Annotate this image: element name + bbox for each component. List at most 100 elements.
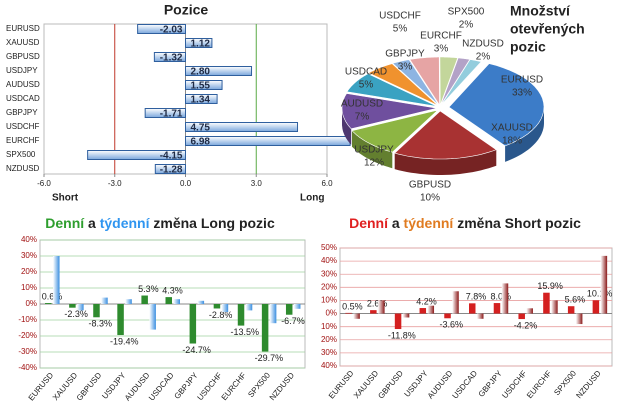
pie-slice: [392, 59, 440, 106]
y-tick-label: NZDUSD: [6, 164, 40, 173]
x-tick-label: GBPUSD: [376, 369, 405, 401]
pie-side: [394, 149, 497, 175]
chart-title: Denní a týdenní změna Long pozic: [45, 215, 275, 231]
y-tick-label: 10%: [321, 296, 337, 305]
value-label: -2.03: [160, 25, 183, 36]
pie-value-label: 3%: [434, 44, 449, 55]
value-label: -3.6%: [440, 320, 464, 330]
value-label: 2.80: [191, 67, 211, 78]
bar: [154, 164, 187, 174]
chart-title: Pozice: [164, 2, 209, 18]
bar: [69, 304, 76, 308]
chart-title: Denní a týdenní změna Short pozic: [349, 215, 581, 231]
bar: [600, 255, 608, 314]
x-tick-label: USDCHF: [500, 369, 528, 400]
value-label: -6.7%: [281, 316, 305, 326]
y-tick-label: 40%: [321, 256, 337, 265]
pie-label: XAUUSD: [491, 123, 533, 134]
bar: [189, 304, 197, 344]
pie-label: NZDUSD: [462, 39, 504, 50]
y-tick-label: 30%: [321, 348, 337, 357]
bar: [518, 313, 525, 320]
value-label: -1.71: [160, 109, 183, 120]
bar: [493, 303, 501, 314]
x-tick-label: USDCAD: [451, 369, 480, 401]
y-tick-label: GBPUSD: [6, 52, 40, 61]
y-tick-label: 30%: [321, 269, 337, 278]
value-label: 1.55: [191, 81, 211, 92]
bar: [45, 303, 52, 304]
bar: [575, 313, 583, 325]
y-tick-label: AUDUSD: [6, 80, 40, 89]
pie-slice: [368, 63, 439, 106]
value-label: -29.7%: [255, 353, 284, 363]
y-tick-label: 10%: [321, 322, 337, 331]
chart-title-line: pozic: [510, 39, 546, 55]
bar: [293, 304, 301, 309]
value-label: 5.6%: [565, 295, 586, 305]
pie-slice: [440, 57, 471, 106]
title-part: a: [88, 215, 96, 231]
pie-label: GBPUSD: [409, 180, 451, 191]
y-tick-label: 20%: [321, 335, 337, 344]
bar: [137, 24, 187, 34]
pie-side: [342, 108, 352, 145]
bar: [345, 312, 352, 314]
title-part: Denní: [349, 215, 389, 231]
pie-slice: [351, 109, 439, 153]
pie-slice: [448, 63, 545, 147]
y-tick-label: 30%: [21, 251, 37, 260]
bar: [141, 295, 148, 304]
y-tick-label: 20%: [21, 267, 37, 276]
value-label: -4.2%: [514, 320, 538, 330]
value-label: 5.3%: [138, 284, 159, 294]
bar: [101, 297, 108, 304]
pie-value-label: 7%: [355, 112, 370, 123]
y-tick-label: GBPJPY: [6, 108, 38, 117]
pie-value-label: 33%: [512, 88, 532, 99]
bar: [551, 300, 558, 314]
y-tick-label: USDJPY: [6, 66, 38, 75]
pie-value-label: 5%: [393, 24, 408, 35]
bar: [221, 304, 229, 312]
pie-value-label: 3%: [398, 62, 413, 73]
value-label: -19.4%: [110, 336, 139, 346]
y-tick-label: 40%: [321, 361, 337, 370]
x-tick-label: 6.0: [321, 179, 333, 188]
x-tick-label: EURCHF: [525, 369, 553, 400]
bar: [427, 305, 435, 314]
bar: [353, 313, 360, 319]
bar: [370, 310, 377, 314]
x-tick-label: USDCAD: [147, 371, 176, 403]
bar: [285, 304, 293, 315]
y-tick-label: 20%: [321, 282, 337, 291]
value-label: 2.6%: [367, 299, 388, 309]
pie-value-label: 12%: [364, 158, 384, 169]
title-part: týdenní: [404, 215, 455, 231]
value-label: -4.15: [160, 151, 183, 162]
value-label: 10.1%: [587, 289, 613, 299]
x-tick-label: NZDUSD: [268, 371, 296, 402]
pie-slice: [346, 73, 438, 107]
bar: [402, 313, 410, 318]
bar: [419, 308, 427, 314]
bar: [173, 299, 180, 304]
y-tick-label: EURUSD: [6, 24, 40, 33]
bar: [149, 304, 156, 330]
y-tick-label: -20%: [18, 331, 37, 340]
x-tick-label: 3.0: [251, 179, 263, 188]
x-tick-label: EURUSD: [327, 369, 356, 401]
x-tick-label: NZDUSD: [574, 369, 602, 400]
y-tick-label: 10%: [21, 283, 37, 292]
annotation: Short: [52, 193, 79, 204]
y-tick-label: SPX500: [6, 150, 36, 159]
y-tick-label: EURCHF: [6, 136, 39, 145]
value-label: 0.5%: [342, 301, 363, 311]
pie-label: USDCHF: [379, 11, 421, 22]
y-tick-label: 0%: [25, 299, 37, 308]
y-tick-label: USDCHF: [6, 122, 39, 131]
x-tick-label: GBPUSD: [75, 371, 104, 403]
bar: [197, 300, 205, 304]
value-label: -1.28: [160, 165, 183, 176]
